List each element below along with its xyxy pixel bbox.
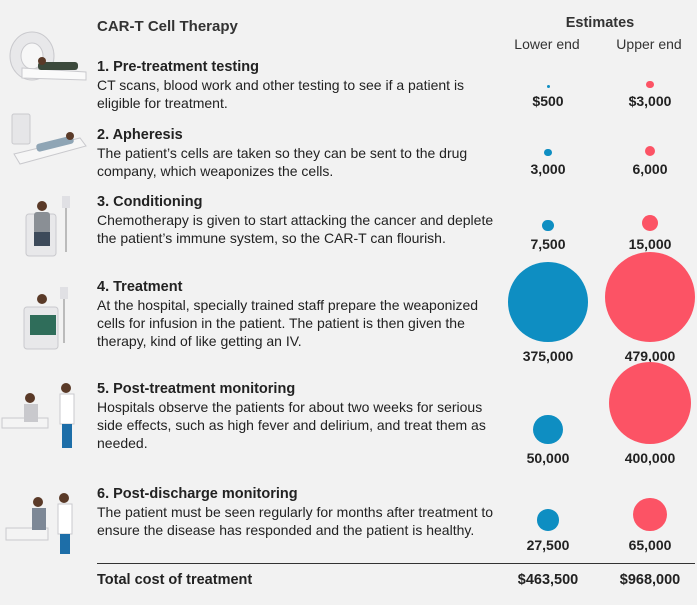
- bubble-upper-5: [608, 361, 692, 444]
- step-5: 5. Post-treatment monitoring Hospitals o…: [97, 380, 497, 452]
- lower-value-2: 3,000: [530, 161, 566, 177]
- step-1: 1. Pre-treatment testing CT scans, blood…: [97, 58, 497, 112]
- total-upper-value: $968,000: [619, 572, 681, 588]
- step-title: 1. Pre-treatment testing: [97, 59, 259, 75]
- bubble-lower-3: [542, 219, 554, 231]
- step-title: 6. Post-discharge monitoring: [97, 486, 298, 502]
- lower-value-6: 27,500: [526, 537, 570, 553]
- step-2: 2. Apheresis The patient’s cells are tak…: [97, 126, 497, 180]
- upper-value-2: 6,000: [632, 161, 668, 177]
- step-description: The patient must be seen regularly for m…: [97, 504, 494, 538]
- step-title: 2. Apheresis: [97, 127, 183, 143]
- conditioning-illustration: [25, 196, 70, 257]
- lower-value-5: 50,000: [526, 450, 570, 466]
- upper-value-5: 400,000: [624, 450, 676, 466]
- bubble-lower-4: [508, 262, 588, 342]
- upper-value-1: $3,000: [628, 93, 672, 109]
- lower-value-3: 7,500: [530, 236, 566, 252]
- post-discharge-illustration: [5, 493, 73, 554]
- lower-value-1: $500: [532, 93, 564, 109]
- lower-value-4: 375,000: [522, 348, 574, 364]
- step-3: 3. Conditioning Chemotherapy is given to…: [97, 193, 497, 247]
- bubble-upper-6: [633, 497, 667, 531]
- total-lower-value: $463,500: [517, 572, 579, 588]
- bubble-upper-3: [642, 215, 658, 231]
- step-description: CT scans, blood work and other testing t…: [97, 77, 465, 111]
- ct-scanner-illustration: [9, 31, 87, 81]
- step-description: At the hospital, specially trained staff…: [97, 297, 479, 349]
- step-title: 3. Conditioning: [97, 194, 203, 210]
- estimates-header: Estimates: [565, 15, 635, 31]
- bubble-upper-1: [646, 80, 654, 88]
- bubble-upper-2: [644, 145, 656, 156]
- total-rule: [97, 563, 695, 564]
- bubble-upper-4: [605, 252, 695, 342]
- post-treatment-illustration: [1, 383, 75, 448]
- bubble-lower-1: [546, 85, 550, 88]
- lower-column-header: Lower end: [514, 36, 580, 52]
- upper-value-6: 65,000: [628, 537, 672, 553]
- step-title: 4. Treatment: [97, 279, 183, 295]
- total-label: Total cost of treatment: [97, 572, 253, 588]
- upper-column-header: Upper end: [616, 36, 682, 52]
- bubble-lower-6: [537, 509, 559, 531]
- step-description: The patient’s cells are taken so they ca…: [97, 145, 468, 179]
- step-4: 4. Treatment At the hospital, specially …: [97, 278, 497, 350]
- step-description: Hospitals observe the patients for about…: [97, 399, 486, 451]
- upper-value-4: 479,000: [624, 348, 676, 364]
- chart-title: CAR-T Cell Therapy: [97, 18, 238, 35]
- bubble-lower-5: [533, 414, 563, 444]
- step-6: 6. Post-discharge monitoring The patient…: [97, 485, 497, 539]
- step-description: Chemotherapy is given to start attacking…: [97, 212, 494, 246]
- upper-value-3: 15,000: [628, 236, 672, 252]
- apheresis-illustration: [11, 113, 87, 165]
- step-title: 5. Post-treatment monitoring: [97, 381, 296, 397]
- bubble-lower-2: [544, 148, 552, 156]
- treatment-illustration: [23, 287, 68, 350]
